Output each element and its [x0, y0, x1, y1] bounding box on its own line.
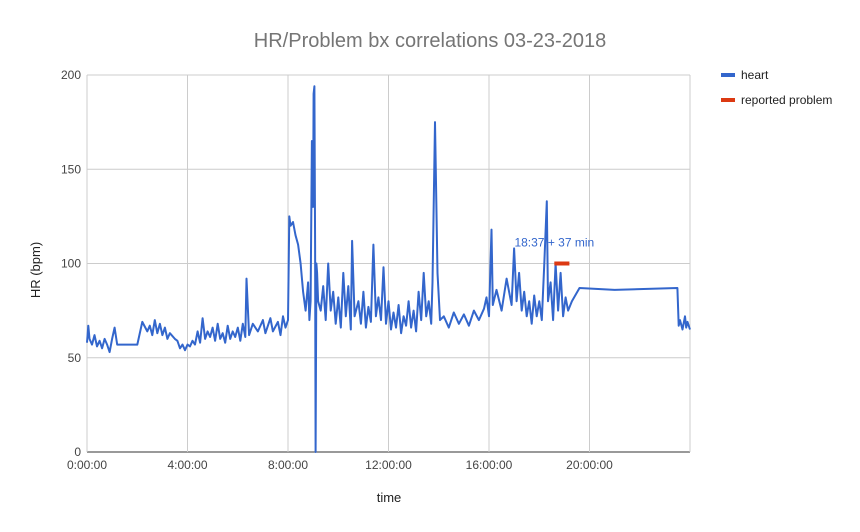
- y-tick-label: 150: [61, 162, 81, 176]
- series-line-heart: [86, 85, 691, 453]
- y-axis-ticks: 0 50 100 150 200: [61, 68, 81, 459]
- chart-title: HR/Problem bx correlations 03-23-2018: [254, 30, 606, 52]
- x-tick-label: 0:00:00: [67, 458, 107, 472]
- x-axis-label: time: [377, 490, 402, 505]
- series-plot: [86, 85, 691, 453]
- x-tick-label: 20:00:00: [566, 458, 613, 472]
- x-tick-label: 4:00:00: [167, 458, 207, 472]
- y-tick-label: 200: [61, 68, 81, 82]
- y-axis-label: HR (bpm): [28, 242, 43, 298]
- annotations: 18:37 + 37 min: [514, 236, 594, 250]
- x-tick-label: 12:00:00: [365, 458, 412, 472]
- annotation-label: 18:37 + 37 min: [514, 236, 594, 250]
- grid: [86, 74, 691, 453]
- legend-label: reported problem: [741, 93, 832, 107]
- legend-swatch: [721, 98, 735, 102]
- y-tick-label: 50: [68, 351, 82, 365]
- legend-label: heart: [741, 68, 769, 82]
- x-tick-label: 16:00:00: [466, 458, 513, 472]
- x-axis-ticks: 0:00:00 4:00:00 8:00:00 12:00:00 16:00:00 20:…: [67, 458, 613, 472]
- x-tick-label: 8:00:00: [268, 458, 308, 472]
- legend: heart reported problem: [721, 68, 832, 107]
- y-tick-label: 100: [61, 257, 81, 271]
- legend-swatch: [721, 73, 735, 77]
- y-tick-label: 0: [74, 445, 81, 459]
